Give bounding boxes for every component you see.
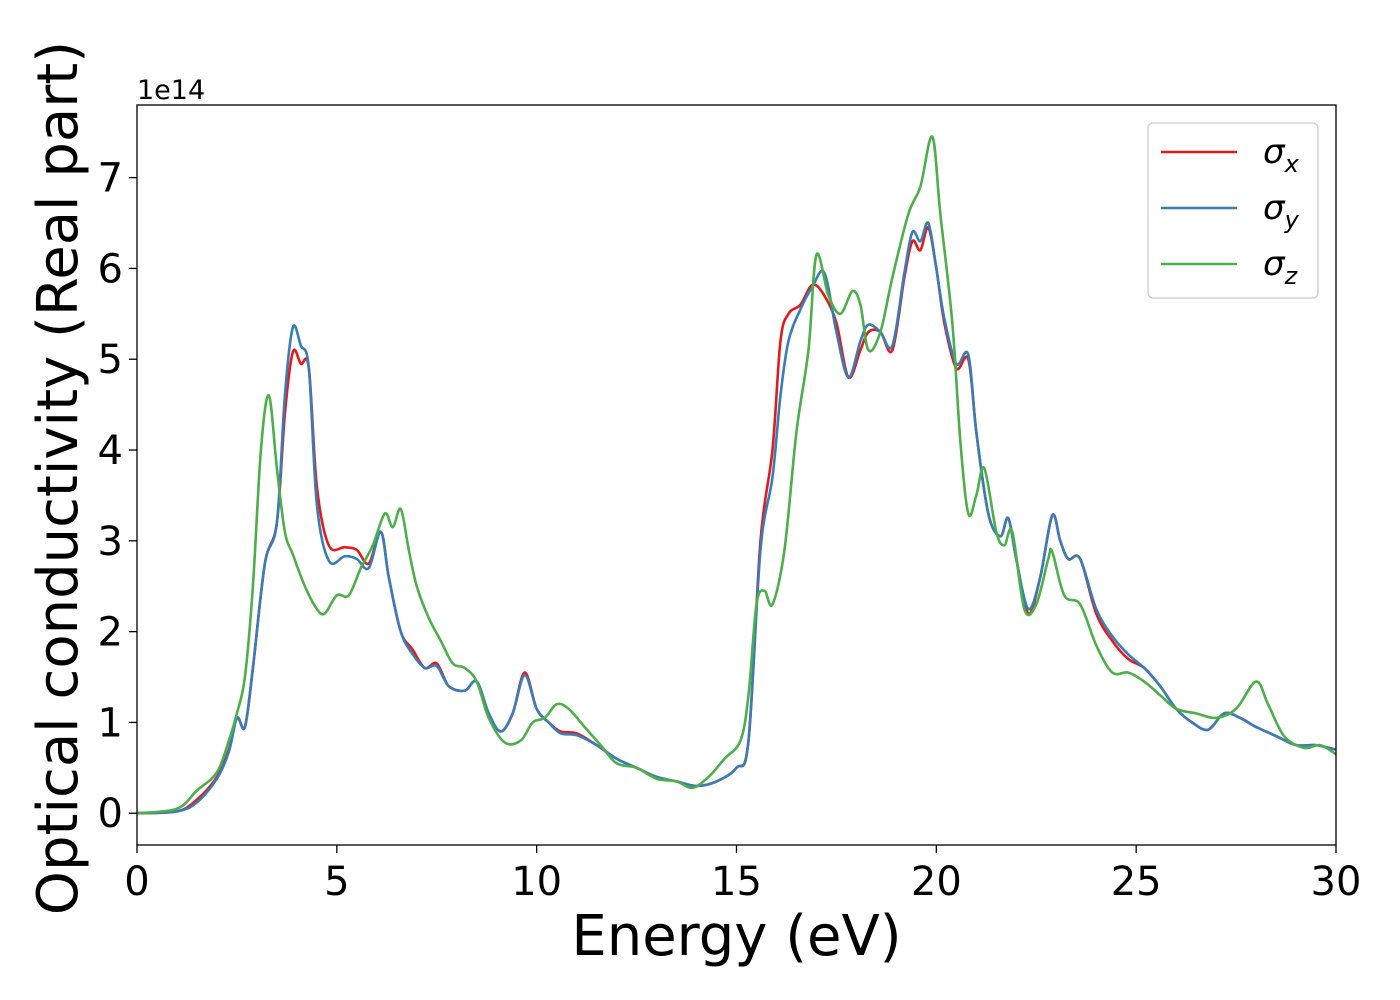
y-tick-label: 7 (98, 156, 123, 202)
y-tick-label: 3 (98, 519, 123, 565)
series-line-y (137, 221, 1336, 815)
x-axis-title: Energy (eV) (571, 904, 901, 969)
y-offset-label: 1e14 (137, 75, 205, 106)
y-tick-label: 4 (98, 428, 123, 474)
series-layer (137, 135, 1336, 815)
series-line-z (137, 135, 1336, 815)
y-tick-label: 5 (98, 337, 123, 383)
x-axis-ticks: 0 5 10 15 20 25 30 (124, 845, 1361, 905)
y-axis-ticks: 0 1 2 3 4 5 6 7 (98, 156, 137, 837)
x-tick-label: 0 (124, 859, 149, 905)
legend-box (1147, 122, 1319, 299)
legend-label-x: σx (1263, 132, 1300, 178)
y-tick-label: 6 (98, 246, 123, 292)
x-tick-label: 20 (911, 859, 962, 905)
x-tick-label: 30 (1311, 859, 1362, 905)
legend-label-z: σz (1263, 244, 1299, 290)
legend: σx σy σz (1147, 122, 1319, 299)
y-tick-label: 0 (98, 791, 123, 837)
y-tick-label: 2 (98, 610, 123, 656)
legend-items: σx σy σz (1161, 132, 1300, 290)
x-tick-label: 5 (324, 859, 349, 905)
x-tick-label: 15 (711, 859, 762, 905)
y-tick-label: 1 (98, 700, 123, 746)
x-tick-label: 25 (1111, 859, 1162, 905)
x-tick-label: 10 (511, 859, 562, 905)
series-line-x (137, 226, 1336, 815)
legend-label-y: σy (1263, 188, 1300, 234)
y-axis-title: Optical conductivity (Real part) (26, 41, 91, 915)
